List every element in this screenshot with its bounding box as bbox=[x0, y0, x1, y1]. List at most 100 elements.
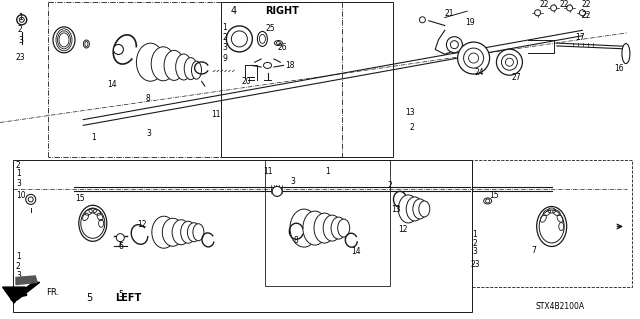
Text: 3: 3 bbox=[16, 179, 21, 188]
Text: 7: 7 bbox=[531, 246, 536, 255]
Text: 3: 3 bbox=[146, 129, 151, 138]
Text: 1: 1 bbox=[92, 133, 96, 142]
Text: 22: 22 bbox=[581, 11, 591, 20]
Circle shape bbox=[272, 186, 282, 197]
Circle shape bbox=[463, 48, 484, 68]
Ellipse shape bbox=[83, 40, 90, 48]
Text: 22: 22 bbox=[560, 0, 570, 9]
Text: 12: 12 bbox=[138, 220, 147, 229]
Text: 3: 3 bbox=[16, 271, 21, 280]
Polygon shape bbox=[11, 282, 40, 300]
Text: 23: 23 bbox=[470, 260, 480, 269]
Text: 4: 4 bbox=[230, 6, 237, 16]
Text: 2: 2 bbox=[387, 181, 392, 190]
Circle shape bbox=[447, 37, 463, 53]
Text: 25: 25 bbox=[266, 24, 275, 33]
Ellipse shape bbox=[398, 195, 419, 223]
Circle shape bbox=[566, 5, 573, 11]
Ellipse shape bbox=[53, 27, 75, 53]
Ellipse shape bbox=[303, 211, 327, 245]
Ellipse shape bbox=[419, 201, 430, 217]
Text: FR.: FR. bbox=[47, 288, 60, 297]
Ellipse shape bbox=[406, 197, 423, 221]
Text: 1: 1 bbox=[472, 230, 477, 239]
Text: 27: 27 bbox=[512, 73, 522, 82]
Circle shape bbox=[17, 15, 27, 25]
Text: 16: 16 bbox=[614, 64, 624, 73]
Text: 9: 9 bbox=[222, 54, 227, 63]
Polygon shape bbox=[16, 276, 37, 285]
Text: 15: 15 bbox=[490, 191, 499, 200]
Text: 2: 2 bbox=[16, 161, 20, 170]
Ellipse shape bbox=[537, 206, 566, 247]
Ellipse shape bbox=[184, 58, 197, 79]
Ellipse shape bbox=[484, 198, 492, 204]
Circle shape bbox=[26, 194, 36, 204]
Text: 1: 1 bbox=[16, 252, 20, 261]
Text: 18: 18 bbox=[285, 61, 294, 70]
Text: 14: 14 bbox=[351, 247, 360, 256]
Circle shape bbox=[227, 26, 252, 52]
Text: 1: 1 bbox=[18, 13, 22, 22]
Ellipse shape bbox=[275, 41, 282, 46]
Text: 10: 10 bbox=[16, 191, 26, 200]
Ellipse shape bbox=[175, 54, 192, 80]
Text: 19: 19 bbox=[465, 19, 475, 27]
Ellipse shape bbox=[338, 219, 349, 237]
Ellipse shape bbox=[136, 43, 164, 81]
Ellipse shape bbox=[188, 223, 200, 242]
Ellipse shape bbox=[164, 50, 184, 80]
Circle shape bbox=[579, 10, 586, 16]
Text: 3: 3 bbox=[222, 43, 227, 52]
Text: 2: 2 bbox=[16, 262, 20, 271]
Text: 11: 11 bbox=[263, 167, 273, 176]
Ellipse shape bbox=[257, 31, 268, 47]
Text: STX4B2100A: STX4B2100A bbox=[536, 302, 584, 311]
Bar bbox=[13, 160, 472, 312]
Circle shape bbox=[534, 10, 541, 16]
Ellipse shape bbox=[172, 220, 190, 245]
Text: 22: 22 bbox=[581, 0, 591, 9]
Ellipse shape bbox=[79, 205, 107, 241]
Text: 20: 20 bbox=[242, 77, 252, 86]
Text: 22: 22 bbox=[540, 0, 549, 9]
Text: 24: 24 bbox=[475, 68, 484, 77]
Text: 15: 15 bbox=[76, 194, 85, 203]
Circle shape bbox=[116, 234, 124, 242]
Text: 21: 21 bbox=[445, 9, 454, 18]
Text: 5: 5 bbox=[118, 290, 124, 299]
Text: 6: 6 bbox=[118, 242, 124, 251]
Text: 2: 2 bbox=[222, 33, 227, 42]
Ellipse shape bbox=[163, 218, 183, 246]
Circle shape bbox=[113, 44, 124, 55]
Text: 1: 1 bbox=[222, 23, 227, 32]
Ellipse shape bbox=[290, 209, 318, 247]
Circle shape bbox=[502, 54, 518, 70]
Ellipse shape bbox=[151, 47, 175, 81]
Ellipse shape bbox=[264, 63, 271, 68]
Text: 1: 1 bbox=[325, 167, 330, 176]
Text: 17: 17 bbox=[575, 33, 584, 42]
Ellipse shape bbox=[314, 213, 335, 243]
Text: 8: 8 bbox=[146, 94, 150, 103]
Polygon shape bbox=[3, 287, 26, 303]
Circle shape bbox=[497, 49, 522, 75]
Text: 23: 23 bbox=[16, 53, 26, 62]
Bar bbox=[221, 2, 393, 157]
Text: 14: 14 bbox=[108, 80, 117, 89]
Text: 2: 2 bbox=[410, 123, 414, 132]
Ellipse shape bbox=[180, 221, 196, 243]
Ellipse shape bbox=[331, 217, 346, 239]
Text: 11: 11 bbox=[211, 110, 221, 119]
Text: LEFT: LEFT bbox=[115, 293, 141, 303]
Bar bbox=[265, 160, 390, 286]
Bar bbox=[472, 160, 632, 287]
Ellipse shape bbox=[413, 199, 427, 219]
Ellipse shape bbox=[152, 216, 176, 248]
Text: 1: 1 bbox=[16, 169, 20, 178]
Ellipse shape bbox=[323, 215, 341, 241]
Text: 13: 13 bbox=[405, 108, 415, 117]
Circle shape bbox=[458, 42, 490, 74]
Text: 26: 26 bbox=[277, 43, 287, 52]
Text: 13: 13 bbox=[391, 205, 401, 214]
